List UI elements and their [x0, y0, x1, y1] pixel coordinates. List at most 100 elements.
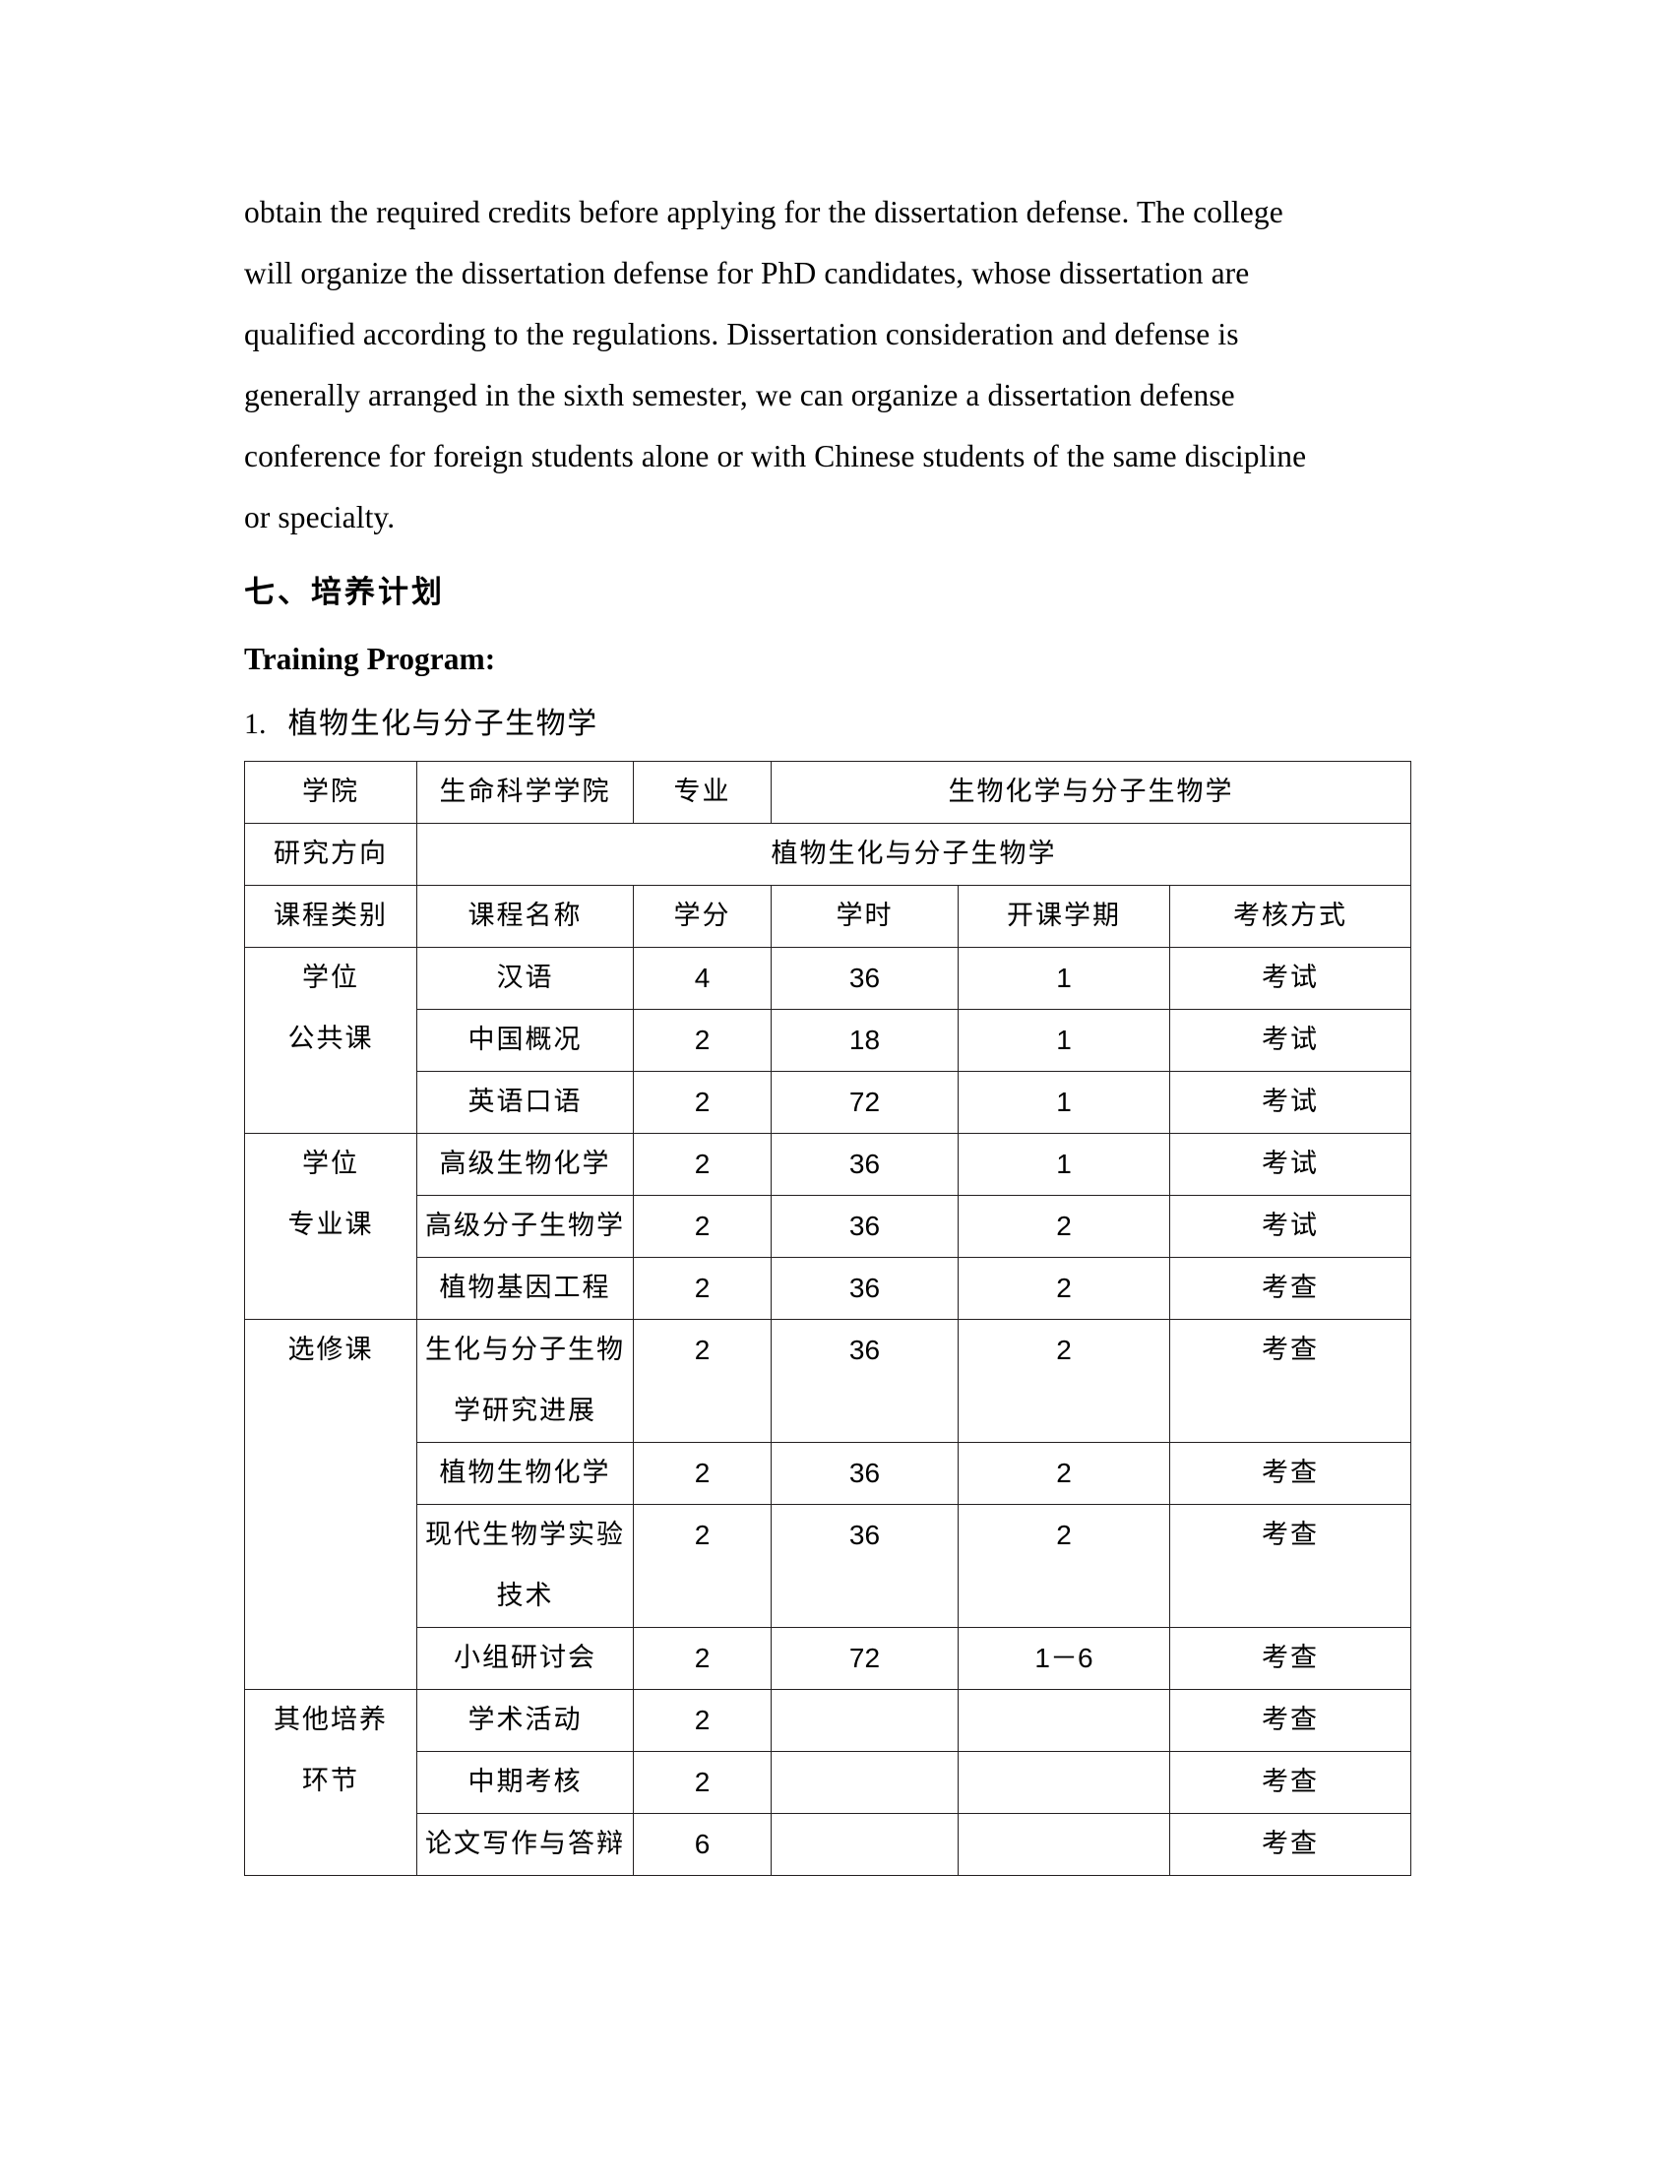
table-row: 植物基因工程 2 36 2 考查: [245, 1257, 1412, 1320]
cell-category: 选修课: [244, 1319, 417, 1690]
cell-semester: 2: [958, 1319, 1170, 1443]
table-row: 小组研讨会 2 72 1－6 考查: [245, 1627, 1412, 1690]
category-line: 其他培养: [274, 1705, 388, 1735]
table-row: 学位 专业课 高级生物化学 2 36 1 考试: [244, 1133, 1412, 1320]
item-number: 1.: [244, 708, 267, 740]
body-paragraph: obtain the required credits before apply…: [244, 182, 1431, 548]
header-semester: 开课学期: [958, 885, 1170, 948]
category-line: 公共课: [287, 1024, 374, 1054]
table-row-direction: 研究方向 植物生化与分子生物学: [244, 823, 1412, 886]
cell-semester: 1: [958, 1133, 1170, 1196]
cell-semester: 2: [958, 1504, 1170, 1628]
cell-college-label: 学院: [244, 761, 417, 824]
cell-course-name: 学术活动: [416, 1689, 634, 1752]
table-row: 学位 公共课 汉语 4 36 1 考试: [244, 947, 1412, 1134]
table-row: 英语口语 2 72 1 考试: [245, 1071, 1412, 1134]
cell-hours: 36: [771, 1133, 959, 1196]
cell-assessment: 考查: [1168, 1257, 1412, 1320]
table-header-row: 课程类别 课程名称 学分 学时 开课学期 考核方式: [244, 885, 1412, 948]
section-heading-english: Training Program:: [244, 642, 496, 676]
category-line: 选修课: [287, 1335, 374, 1365]
cell-assessment: 考查: [1168, 1319, 1412, 1443]
cell-hours: 36: [771, 1504, 959, 1628]
cell-course-name: 汉语: [416, 947, 634, 1010]
cell-hours: [771, 1813, 959, 1876]
cell-category: 其他培养 环节: [244, 1689, 417, 1876]
cell-course-name: 中国概况: [416, 1009, 634, 1072]
cell-credits: 2: [633, 1751, 772, 1814]
cell-college-value: 生命科学学院: [416, 761, 634, 824]
cell-assessment: 考查: [1168, 1442, 1412, 1505]
cell-credits: 2: [633, 1627, 772, 1690]
cell-course-name: 论文写作与答辩: [416, 1813, 634, 1876]
cell-credits: 2: [633, 1071, 772, 1134]
cell-hours: [771, 1689, 959, 1752]
cell-semester: 1: [958, 947, 1170, 1010]
cell-semester: [958, 1813, 1170, 1876]
paragraph-line: generally arranged in the sixth semester…: [244, 378, 1235, 412]
cell-assessment: 考试: [1168, 1009, 1412, 1072]
category-line: 学位: [302, 1149, 359, 1179]
cell-semester: 1: [958, 1009, 1170, 1072]
table-row: 中国概况 2 18 1 考试: [245, 1009, 1412, 1072]
cell-credits: 2: [633, 1009, 772, 1072]
paragraph-line: obtain the required credits before apply…: [244, 195, 1283, 229]
cell-direction-label: 研究方向: [244, 823, 417, 886]
training-program-table: 学院 生命科学学院 专业 生物化学与分子生物学 研究方向 植物生化与分子生物学 …: [244, 761, 1412, 1876]
cell-credits: 2: [633, 1195, 772, 1258]
cell-category: 学位 公共课: [244, 947, 417, 1134]
cell-semester: 2: [958, 1257, 1170, 1320]
paragraph-line: will organize the dissertation defense f…: [244, 256, 1250, 290]
paragraph-line: qualified according to the regulations. …: [244, 317, 1239, 351]
cell-assessment: 考试: [1168, 947, 1412, 1010]
item-heading: 1. 植物生化与分子生物学: [244, 694, 1431, 755]
cell-major-value: 生物化学与分子生物学: [770, 761, 1412, 824]
cell-credits: 2: [633, 1133, 772, 1196]
header-assessment: 考核方式: [1168, 885, 1412, 948]
paragraph-line: or specialty.: [244, 500, 396, 534]
cell-credits: 2: [633, 1319, 772, 1443]
header-hours: 学时: [771, 885, 959, 948]
cell-course-name: 中期考核: [416, 1751, 634, 1814]
table-row: 选修课 生化与分子生物学研究进展 2 36 2 考查: [244, 1319, 1412, 1690]
header-course-category: 课程类别: [244, 885, 417, 948]
cell-semester: 2: [958, 1195, 1170, 1258]
cell-category: 学位 专业课: [244, 1133, 417, 1320]
category-line: 环节: [302, 1766, 359, 1796]
cell-hours: 18: [771, 1009, 959, 1072]
cell-course-name: 高级生物化学: [416, 1133, 634, 1196]
cell-hours: 36: [771, 1319, 959, 1443]
cell-hours: 36: [771, 1195, 959, 1258]
cell-semester: 2: [958, 1442, 1170, 1505]
table-row: 中期考核 2 考查: [245, 1751, 1412, 1814]
cell-course-name: 生化与分子生物学研究进展: [416, 1319, 634, 1443]
cell-hours: 72: [771, 1627, 959, 1690]
cell-credits: 4: [633, 947, 772, 1010]
cell-assessment: 考查: [1168, 1751, 1412, 1814]
table-row: 高级分子生物学 2 36 2 考试: [245, 1195, 1412, 1258]
cell-course-name: 高级分子生物学: [416, 1195, 634, 1258]
cell-assessment: 考试: [1168, 1133, 1412, 1196]
table-row: 其他培养 环节 学术活动 2 考查: [244, 1689, 1412, 1876]
cell-assessment: 考查: [1168, 1627, 1412, 1690]
table-row: 现代生物学实验技术 2 36 2 考查: [245, 1504, 1412, 1628]
cell-semester: 1－6: [958, 1627, 1170, 1690]
cell-semester: 1: [958, 1071, 1170, 1134]
cell-hours: [771, 1751, 959, 1814]
cell-course-name: 现代生物学实验技术: [416, 1504, 634, 1628]
page-content: obtain the required credits before apply…: [244, 182, 1431, 1876]
cell-hours: 36: [771, 947, 959, 1010]
cell-credits: 2: [633, 1442, 772, 1505]
cell-course-name: 英语口语: [416, 1071, 634, 1134]
cell-assessment: 考试: [1168, 1195, 1412, 1258]
cell-direction-value: 植物生化与分子生物学: [415, 823, 1412, 886]
cell-semester: [958, 1751, 1170, 1814]
cell-hours: 36: [771, 1442, 959, 1505]
cell-major-label: 专业: [633, 761, 772, 824]
header-credits: 学分: [633, 885, 772, 948]
cell-assessment: 考查: [1168, 1689, 1412, 1752]
section-heading-chinese: 七、培养计划: [244, 575, 445, 610]
cell-assessment: 考试: [1168, 1071, 1412, 1134]
category-line: 学位: [302, 963, 359, 993]
